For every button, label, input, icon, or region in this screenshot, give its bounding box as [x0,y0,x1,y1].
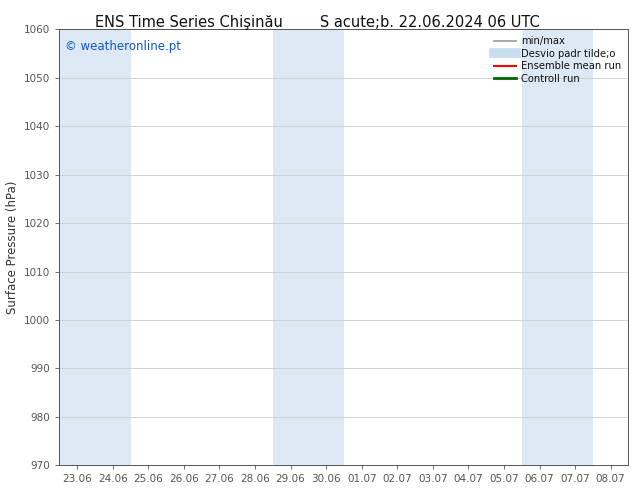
Y-axis label: Surface Pressure (hPa): Surface Pressure (hPa) [6,181,18,314]
Bar [95,29,131,465]
Bar [60,29,95,465]
Text: © weatheronline.pt: © weatheronline.pt [65,40,181,53]
Bar [308,29,344,465]
Bar [522,29,557,465]
Legend: min/max, Desvio padr tilde;o, Ensemble mean run, Controll run: min/max, Desvio padr tilde;o, Ensemble m… [492,34,623,86]
Bar [273,29,308,465]
Bar [557,29,593,465]
Text: ENS Time Series Chişinău        S acute;b. 22.06.2024 06 UTC: ENS Time Series Chişinău S acute;b. 22.0… [94,15,540,30]
